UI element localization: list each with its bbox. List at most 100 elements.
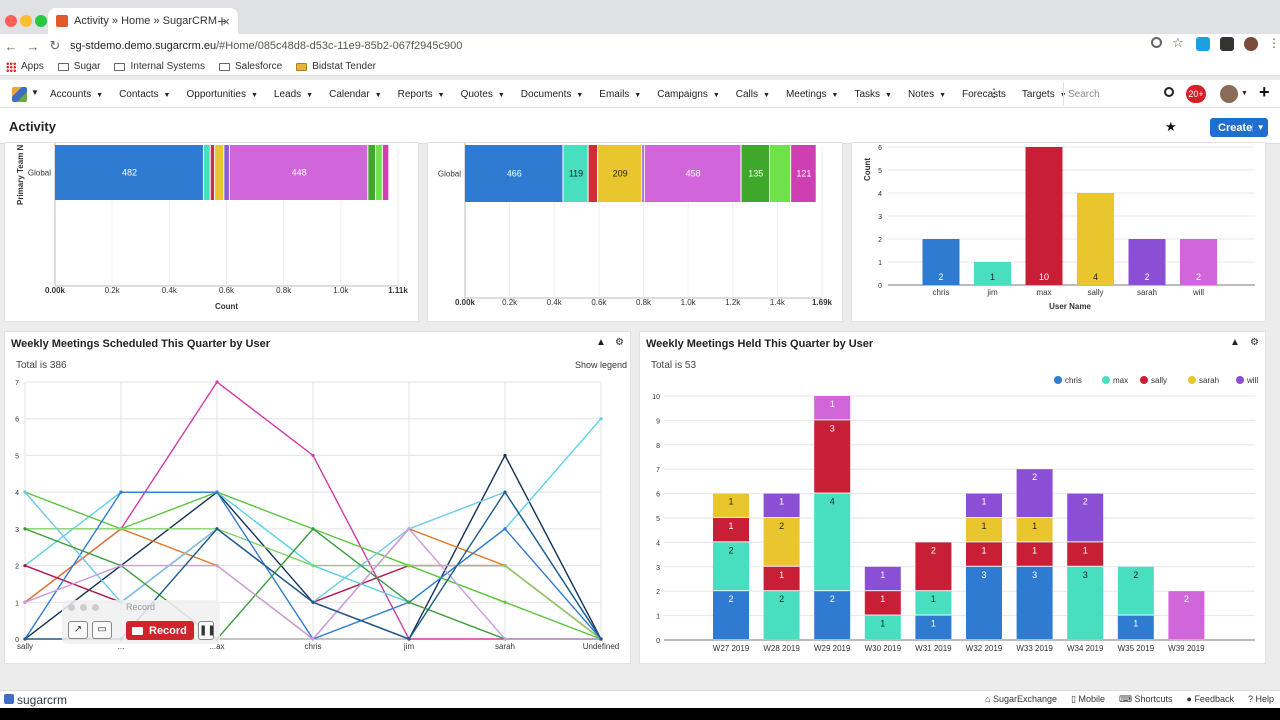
chevron-down-icon[interactable]: ▼ <box>634 91 642 99</box>
nav-module-label: Campaigns <box>657 88 708 100</box>
stack-segment <box>763 591 800 639</box>
collapse-chevron-up-icon[interactable]: ▲ <box>596 337 606 348</box>
show-legend-link[interactable]: Show legend <box>575 360 628 370</box>
nav-module-opportunities[interactable]: Opportunities ▼ <box>186 89 257 100</box>
nav-module-campaigns[interactable]: Campaigns ▼ <box>657 89 720 100</box>
chevron-down-icon[interactable]: ▼ <box>1252 123 1268 132</box>
segment-value-label: 1 <box>728 497 733 507</box>
chevron-down-icon[interactable]: ▼ <box>306 91 314 99</box>
create-button[interactable]: Create ▼ <box>1210 118 1268 137</box>
legend-swatch <box>1236 376 1244 384</box>
chevron-down-icon[interactable]: ▼ <box>576 91 584 99</box>
salesforce-extension-icon[interactable] <box>1196 37 1210 51</box>
sugarcrm-footer-logo[interactable]: sugarcrm <box>4 693 67 707</box>
nav-module-notes[interactable]: Notes ▼ <box>908 89 946 100</box>
pause-icon[interactable]: ❚❚ <box>198 621 216 640</box>
new-tab-icon[interactable]: + <box>217 12 227 31</box>
address-bar[interactable]: sg-stdemo.demo.sugarcrm.eu/#Home/085c48d… <box>70 35 1160 57</box>
bar-value-label: 121 <box>796 169 811 179</box>
legend-swatch <box>1188 376 1196 384</box>
nav-module-emails[interactable]: Emails ▼ <box>599 89 641 100</box>
chevron-down-icon[interactable]: ▼ <box>96 91 104 99</box>
nav-module-calls[interactable]: Calls ▼ <box>736 89 770 100</box>
chevron-down-icon[interactable]: ▼ <box>939 91 947 99</box>
minimize-window-icon[interactable] <box>20 15 32 27</box>
footer-link-sugarexchange[interactable]: ⌂ SugarExchange <box>985 694 1057 704</box>
record-button[interactable]: Record <box>126 621 194 640</box>
bookmark-apps[interactable]: Apps <box>6 61 44 72</box>
chevron-down-icon[interactable]: ▼ <box>374 91 382 99</box>
tab-close-icon[interactable]: × <box>222 13 230 29</box>
nav-module-leads[interactable]: Leads ▼ <box>274 89 313 100</box>
global-search-input[interactable]: Search <box>1063 83 1178 105</box>
bar-segment <box>588 145 598 202</box>
pen-tool-icon[interactable]: ↗ <box>68 621 88 639</box>
chevron-down-icon[interactable]: ▼ <box>497 91 505 99</box>
chevron-down-icon[interactable]: ▼ <box>250 91 258 99</box>
bookmark-star-icon[interactable]: ☆ <box>1172 35 1184 50</box>
stack-segment <box>763 566 800 591</box>
nav-module-quotes[interactable]: Quotes ▼ <box>461 89 505 100</box>
profile-icon[interactable] <box>1244 37 1258 51</box>
x-tick-label: 0.6k <box>591 298 607 307</box>
browser-tab[interactable]: Activity » Home » SugarCRM × <box>48 8 238 34</box>
favorite-star-icon[interactable]: ★ <box>1165 119 1177 134</box>
notification-badge[interactable]: 20+ <box>1186 85 1206 103</box>
x-tick-label: W35 2019 <box>1118 644 1155 653</box>
nav-module-accounts[interactable]: Accounts ▼ <box>50 89 103 100</box>
camera-extension-icon[interactable] <box>1220 37 1234 51</box>
bookmark-sugar[interactable]: Sugar <box>57 61 100 72</box>
more-modules-icon[interactable]: ⋮ <box>988 86 1000 100</box>
bookmark-salesforce[interactable]: Salesforce <box>218 61 282 72</box>
footer-link-feedback[interactable]: ● Feedback <box>1186 694 1234 704</box>
sugar-module-nav: ▼ Accounts ▼ Contacts ▼ Opportunities ▼ Leads ▼… <box>0 80 1280 108</box>
sugar-cube-icon <box>4 694 14 704</box>
x-tick-label: jim <box>403 642 415 651</box>
key-icon[interactable] <box>1151 37 1162 48</box>
chevron-down-icon[interactable]: ▼ <box>712 91 720 99</box>
nav-module-meetings[interactable]: Meetings ▼ <box>786 89 839 100</box>
collapse-chevron-up-icon[interactable]: ▲ <box>1230 337 1240 348</box>
nav-module-reports[interactable]: Reports ▼ <box>398 89 445 100</box>
browser-menu-icon[interactable]: ⋮ <box>1268 36 1280 50</box>
data-point <box>23 600 27 604</box>
bookmark-bidstat-tender[interactable]: Bidstat Tender <box>296 61 376 72</box>
recorder-close-icon[interactable] <box>68 604 75 611</box>
chevron-down-icon[interactable]: ▼ <box>31 88 39 97</box>
chevron-down-icon[interactable]: ▼ <box>163 91 171 99</box>
chevron-down-icon[interactable]: ▼ <box>831 91 839 99</box>
footer-link-help[interactable]: ? Help <box>1247 694 1274 704</box>
back-icon[interactable]: ← <box>4 38 18 54</box>
gear-icon[interactable]: ⚙ <box>615 337 624 348</box>
chevron-down-icon[interactable]: ▼ <box>885 91 892 99</box>
y-tick-label: 4 <box>656 540 660 547</box>
chevron-down-icon[interactable]: ▼ <box>1241 90 1248 97</box>
maximize-window-icon[interactable] <box>35 15 47 27</box>
bookmark-internal-systems[interactable]: Internal Systems <box>114 61 205 72</box>
recorder-minimize-icon[interactable] <box>80 604 87 611</box>
reload-icon[interactable]: ↻ <box>49 38 61 53</box>
search-icon[interactable] <box>1164 87 1174 97</box>
bar-value-label: 10 <box>1039 272 1049 282</box>
user-avatar[interactable] <box>1220 85 1238 103</box>
forward-icon[interactable]: → <box>26 38 40 54</box>
footer-link-mobile[interactable]: ▯ Mobile <box>1071 694 1105 704</box>
chevron-down-icon[interactable]: ▼ <box>437 91 445 99</box>
nav-module-targets[interactable]: Targets ▼ <box>1022 89 1067 100</box>
nav-module-forecasts[interactable]: Forecasts <box>962 89 1006 100</box>
recorder-title: Record <box>126 602 156 612</box>
data-point <box>119 527 123 531</box>
recorder-expand-icon[interactable] <box>92 604 99 611</box>
nav-module-contacts[interactable]: Contacts ▼ <box>119 89 170 100</box>
sugar-logo-icon[interactable] <box>12 87 27 102</box>
quick-create-plus-icon[interactable]: + <box>1259 82 1270 102</box>
nav-module-documents[interactable]: Documents ▼ <box>521 89 584 100</box>
chevron-down-icon[interactable]: ▼ <box>763 91 770 99</box>
footer-link-shortcuts[interactable]: ⌨ Shortcuts <box>1118 694 1173 704</box>
nav-module-tasks[interactable]: Tasks ▼ <box>854 89 892 100</box>
screen-select-icon[interactable]: ▭ <box>92 621 112 639</box>
nav-module-calendar[interactable]: Calendar ▼ <box>329 89 382 100</box>
gear-icon[interactable]: ⚙ <box>1250 337 1259 348</box>
y-tick-label: 7 <box>15 380 19 387</box>
close-window-icon[interactable] <box>5 15 17 27</box>
